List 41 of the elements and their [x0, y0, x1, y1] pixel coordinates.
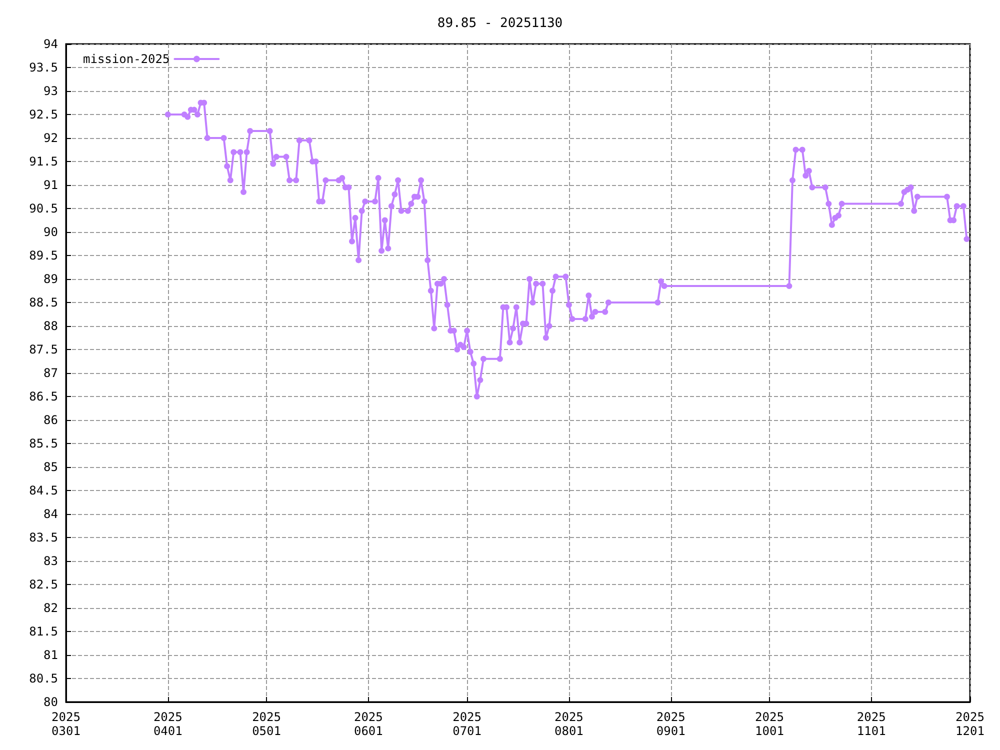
y-tick-label: 84 — [44, 507, 58, 521]
chart-title: 89.85 - 20251130 — [437, 16, 563, 31]
y-tick-label: 87 — [44, 366, 58, 380]
x-tick-label: 2025 0601 — [354, 710, 383, 738]
y-tick-label: 83 — [44, 554, 58, 568]
y-tick-label: 80.5 — [29, 672, 58, 686]
y-tick-label: 80 — [44, 695, 58, 709]
y-tick-label: 91.5 — [29, 154, 58, 168]
y-tick-label: 90.5 — [29, 202, 58, 216]
x-tick-label: 2025 1101 — [856, 710, 886, 738]
y-tick-label: 82.5 — [29, 578, 58, 592]
y-tick-label: 86 — [44, 413, 58, 427]
x-tick-label: 2025 0901 — [656, 710, 686, 738]
y-tick-label: 93.5 — [29, 60, 58, 74]
y-tick-label: 92 — [44, 131, 58, 145]
y-tick-label: 93 — [44, 84, 58, 98]
x-tick-label: 2025 0801 — [554, 710, 584, 738]
y-tick-label: 88 — [44, 319, 58, 333]
y-tick-label: 83.5 — [29, 530, 58, 544]
y-tick-label: 88.5 — [29, 296, 58, 310]
x-tick-label: 2025 1001 — [755, 710, 784, 738]
legend-label: mission-2025 — [82, 52, 170, 66]
x-tick-label: 2025 0401 — [153, 710, 182, 738]
y-tick-label: 85.5 — [29, 436, 58, 450]
y-tick-label: 85 — [44, 460, 58, 474]
x-tick-label: 2025 0701 — [452, 710, 482, 738]
y-tick-label: 84.5 — [29, 484, 58, 498]
x-tick-label: 2025 1201 — [956, 710, 984, 738]
y-tick-label: 81 — [44, 648, 58, 662]
y-tick-label: 94 — [44, 37, 58, 51]
y-tick-label: 81.5 — [29, 624, 58, 638]
y-tick-label: 91 — [44, 178, 58, 192]
y-tick-label: 90 — [44, 225, 58, 239]
y-tick-label: 89 — [44, 272, 58, 286]
y-tick-label: 89.5 — [29, 248, 58, 262]
y-tick-label: 92.5 — [29, 108, 58, 122]
y-tick-label: 86.5 — [29, 390, 58, 404]
x-tick-label: 2025 0501 — [252, 710, 281, 738]
x-tick-label: 2025 0301 — [52, 710, 80, 738]
y-tick-label: 87.5 — [29, 342, 58, 356]
y-tick-label: 82 — [44, 601, 58, 615]
